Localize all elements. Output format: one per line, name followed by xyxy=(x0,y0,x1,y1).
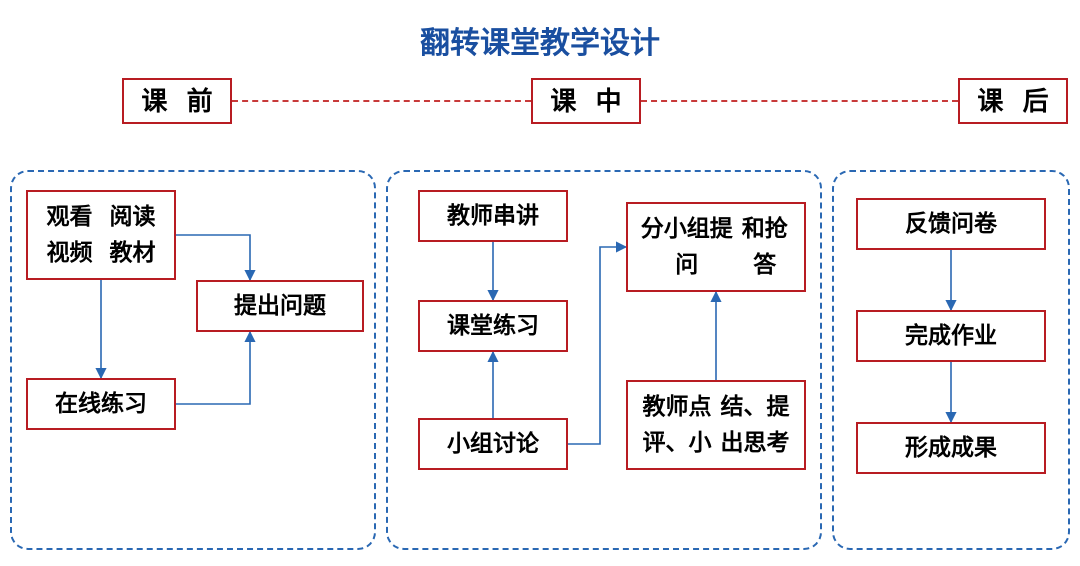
node-text-line: 在线练习 xyxy=(55,386,147,422)
stage-label-mid: 课 中 xyxy=(531,78,641,124)
node-n-group: 小组讨论 xyxy=(418,418,568,470)
node-text-line: 反馈问卷 xyxy=(905,206,997,242)
node-text-line: 形成成果 xyxy=(905,430,997,466)
node-text-line: 分小组提问 xyxy=(638,211,736,282)
node-n-hw: 完成作业 xyxy=(856,310,1046,362)
node-text-line: 小组讨论 xyxy=(447,426,539,462)
stage-dash-0 xyxy=(232,100,531,102)
node-n-online: 在线练习 xyxy=(26,378,176,430)
node-text-line: 课堂练习 xyxy=(447,308,539,344)
node-text-line: 提出问题 xyxy=(234,288,326,324)
stage-dash-1 xyxy=(641,100,958,102)
diagram-title: 翻转课堂教学设计 xyxy=(0,18,1080,62)
stage-label-post: 课 后 xyxy=(958,78,1068,124)
node-text-line: 教师点评、小 xyxy=(638,389,716,460)
node-text-line: 观看视频 xyxy=(38,199,101,270)
node-n-watch: 观看视频阅读教材 xyxy=(26,190,176,280)
node-n-raise: 提出问题 xyxy=(196,280,364,332)
node-text-line: 结、提出思考 xyxy=(716,389,794,460)
node-n-result: 形成成果 xyxy=(856,422,1046,474)
stage-label-pre: 课 前 xyxy=(122,78,232,124)
node-text-line: 教师串讲 xyxy=(447,198,539,234)
node-n-class: 课堂练习 xyxy=(418,300,568,352)
node-text-line: 完成作业 xyxy=(905,318,997,354)
node-n-qa: 分小组提问和抢答 xyxy=(626,202,806,292)
node-n-review: 教师点评、小结、提出思考 xyxy=(626,380,806,470)
node-n-fb: 反馈问卷 xyxy=(856,198,1046,250)
node-n-teach: 教师串讲 xyxy=(418,190,568,242)
node-text-line: 和抢答 xyxy=(736,211,795,282)
node-text-line: 阅读教材 xyxy=(101,199,164,270)
